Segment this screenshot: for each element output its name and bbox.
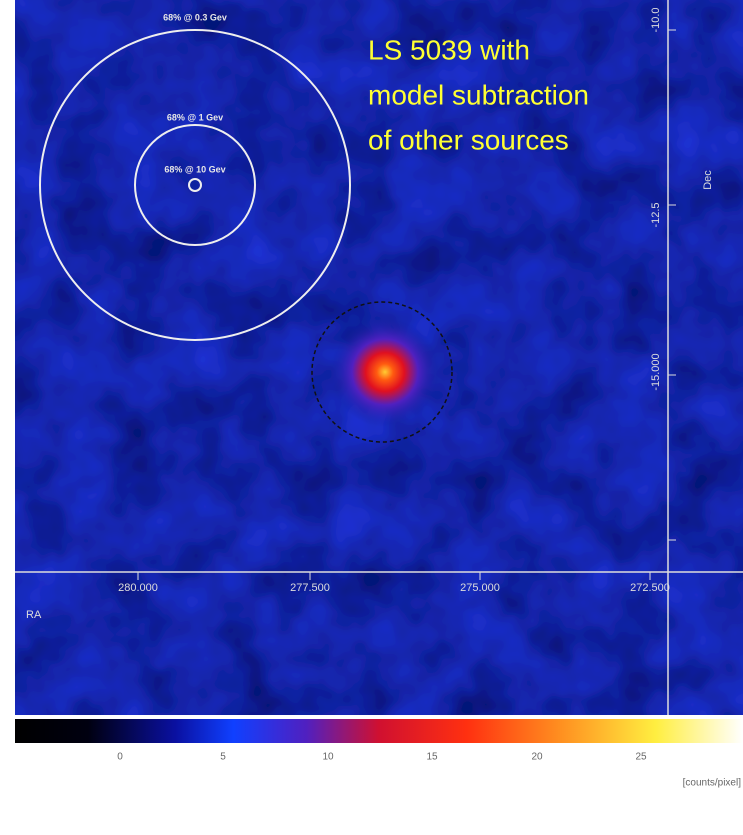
colorbar-unit: [counts/pixel] [683,778,742,789]
colorbar-tick-label: 5 [220,752,226,763]
ra-tick-label: 277.500 [290,582,330,594]
annotation-line: model subtraction [368,79,589,110]
psf-circle-middle [134,124,256,246]
colorbar-gradient [15,719,743,743]
dec-axis-label: Dec [702,170,714,190]
colorbar-tick-label: 25 [635,752,647,763]
source-emission [330,317,440,427]
dec-tick-label: -15.000 [650,353,662,390]
ra-tick-label: 275.000 [460,582,500,594]
psf-label: 68% @ 1 Gev [167,112,223,122]
annotation-line: of other sources [368,124,569,155]
colorbar-tick-label: 10 [322,752,334,763]
psf-circle-outer [39,29,351,341]
ra-axis-label: RA [26,609,42,621]
ra-tick-label: 280.000 [118,582,158,594]
map: 68% @ 0.3 Gev 68% @ 1 Gev 68% @ 10 Gev L… [15,0,743,715]
psf-label: 68% @ 0.3 Gev [163,12,227,22]
colorbar-tick-label: 20 [531,752,543,763]
annotation-line: LS 5039 with [368,34,530,65]
source-circle [311,301,453,443]
colorbar: 0 5 10 15 20 25 [counts/pixel] [15,719,743,789]
dec-tick-label: -12.5 [650,202,662,227]
psf-circle-inner [188,178,202,192]
dec-tick-label: -10.0 [650,7,662,32]
colorbar-tick-label: 15 [426,752,438,763]
colorbar-tick-label: 0 [117,752,123,763]
psf-label: 68% @ 10 Gev [164,164,225,174]
ticks [137,29,676,580]
ra-tick-label: 272.500 [630,582,670,594]
